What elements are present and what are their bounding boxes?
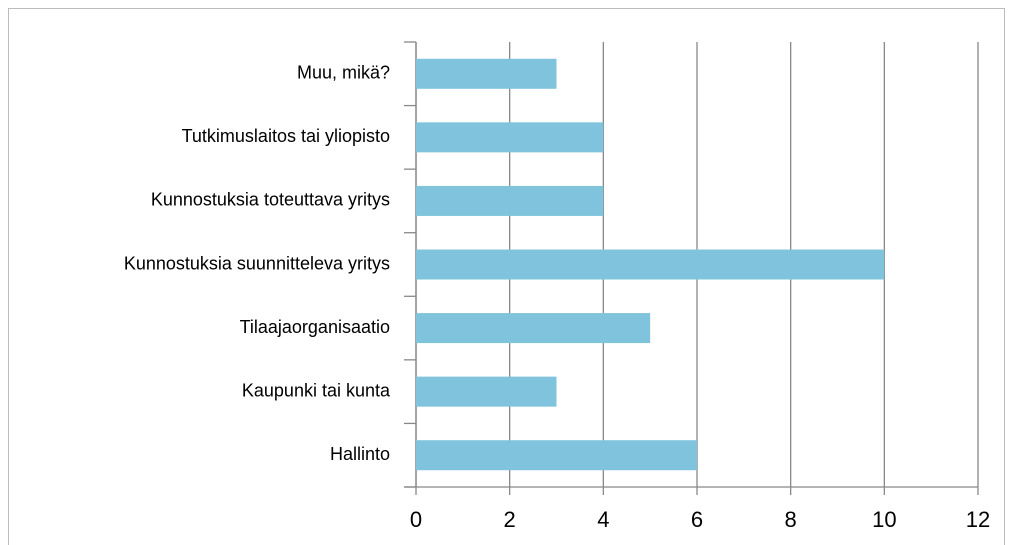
bar: [416, 58, 557, 89]
y-tick-label: Kunnostuksia toteuttava yritys: [151, 190, 390, 210]
bar: [416, 122, 604, 153]
bar: [416, 376, 557, 407]
y-tick-label: Tilaajaorganisaatio: [240, 317, 390, 337]
y-tick-label: Kunnostuksia suunnitteleva yritys: [124, 253, 390, 273]
x-tick-label: 4: [597, 507, 609, 532]
bar: [416, 440, 697, 471]
y-tick-label: Muu, mikä?: [297, 63, 390, 83]
y-tick-label: Tutkimuslaitos tai yliopisto: [182, 126, 390, 146]
x-tick-label: 10: [872, 507, 896, 532]
bar: [416, 313, 651, 344]
bar: [416, 249, 885, 280]
y-tick-label: Hallinto: [330, 444, 390, 464]
x-tick-label: 2: [504, 507, 516, 532]
x-tick-label: 0: [410, 507, 422, 532]
x-tick-label: 8: [785, 507, 797, 532]
x-tick-label: 12: [966, 507, 990, 532]
bar: [416, 185, 604, 216]
x-tick-label: 6: [691, 507, 703, 532]
y-tick-label: Kaupunki tai kunta: [242, 380, 391, 400]
